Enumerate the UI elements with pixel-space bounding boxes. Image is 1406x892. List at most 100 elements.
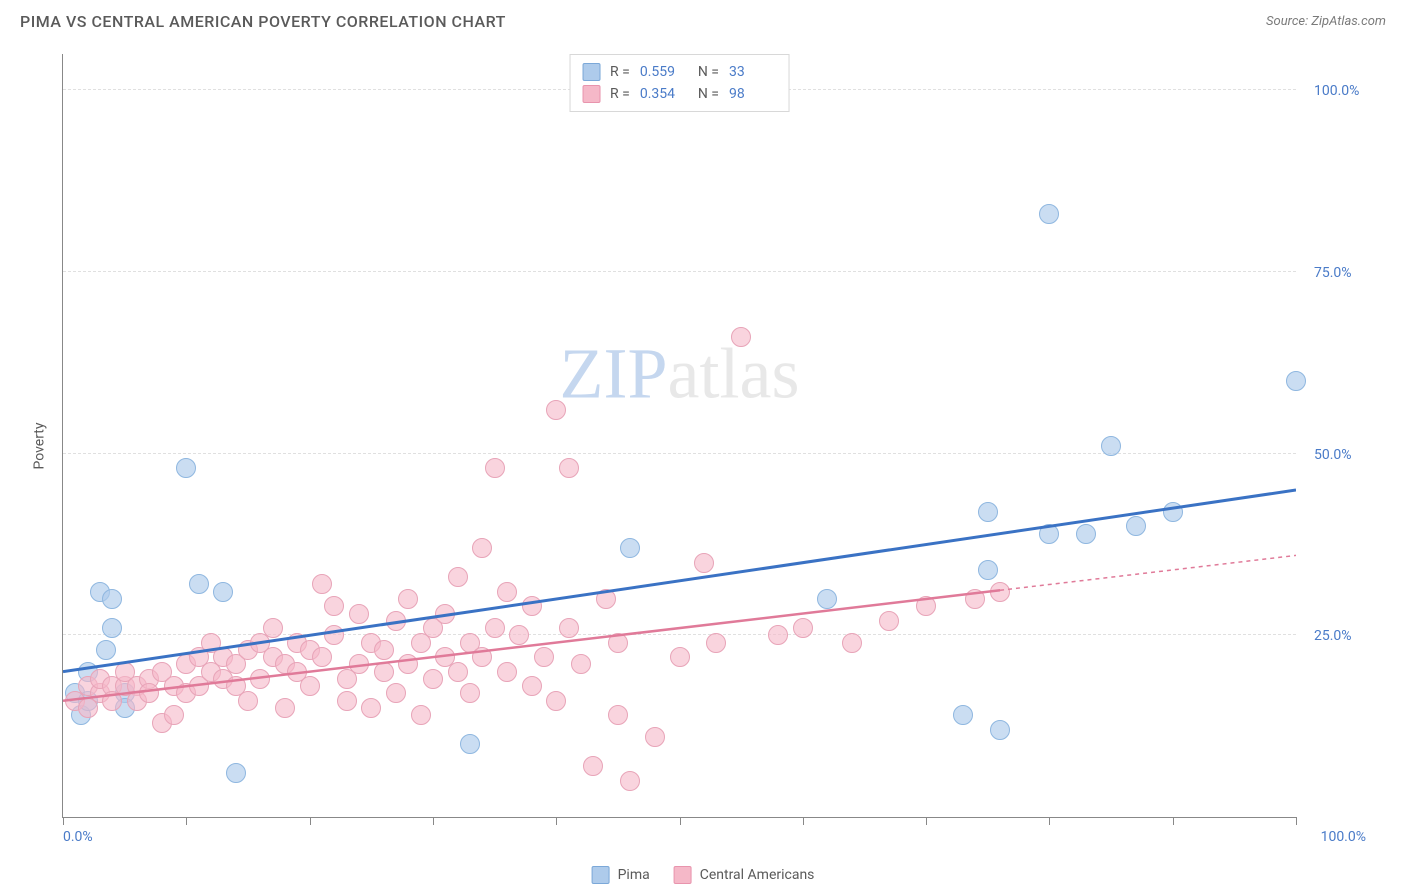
scatter-point bbox=[706, 633, 726, 653]
x-tick-label: 0.0% bbox=[63, 829, 93, 845]
gridline-h bbox=[63, 271, 1296, 272]
scatter-point bbox=[731, 327, 751, 347]
stats-row-central: R = 0.354 N = 98 bbox=[582, 83, 777, 105]
x-tick bbox=[680, 817, 681, 825]
scatter-point bbox=[608, 633, 628, 653]
scatter-point bbox=[448, 567, 468, 587]
scatter-point bbox=[226, 763, 246, 783]
scatter-point bbox=[435, 604, 455, 624]
x-tick bbox=[926, 817, 927, 825]
x-tick bbox=[1173, 817, 1174, 825]
y-axis-label: Poverty bbox=[32, 422, 48, 469]
legend-label-pima: Pima bbox=[618, 867, 650, 883]
gridline-h bbox=[63, 634, 1296, 635]
scatter-point bbox=[349, 604, 369, 624]
scatter-point bbox=[817, 589, 837, 609]
scatter-point bbox=[1163, 502, 1183, 522]
scatter-point bbox=[349, 654, 369, 674]
scatter-point bbox=[361, 698, 381, 718]
scatter-point bbox=[1126, 516, 1146, 536]
scatter-point bbox=[546, 400, 566, 420]
scatter-point bbox=[374, 640, 394, 660]
scatter-point bbox=[485, 458, 505, 478]
scatter-point bbox=[608, 705, 628, 725]
scatter-point bbox=[312, 574, 332, 594]
scatter-point bbox=[953, 705, 973, 725]
legend-item-central: Central Americans bbox=[674, 866, 815, 884]
x-tick bbox=[1049, 817, 1050, 825]
scatter-point bbox=[620, 771, 640, 791]
scatter-point bbox=[1039, 204, 1059, 224]
chart-header: PIMA VS CENTRAL AMERICAN POVERTY CORRELA… bbox=[0, 0, 1406, 39]
scatter-point bbox=[965, 589, 985, 609]
x-tick bbox=[186, 817, 187, 825]
scatter-point bbox=[645, 727, 665, 747]
y-tick-label: 100.0% bbox=[1314, 83, 1359, 99]
scatter-point bbox=[1076, 524, 1096, 544]
scatter-point bbox=[990, 720, 1010, 740]
r-value-central: 0.354 bbox=[640, 86, 688, 102]
r-label-2: R = bbox=[610, 86, 630, 102]
swatch-central-icon bbox=[582, 85, 600, 103]
scatter-point bbox=[546, 691, 566, 711]
scatter-point bbox=[990, 582, 1010, 602]
scatter-point bbox=[472, 647, 492, 667]
scatter-point bbox=[189, 574, 209, 594]
scatter-point bbox=[978, 560, 998, 580]
scatter-point bbox=[102, 618, 122, 638]
scatter-point bbox=[213, 582, 233, 602]
scatter-point bbox=[978, 502, 998, 522]
scatter-point bbox=[509, 625, 529, 645]
scatter-point bbox=[398, 589, 418, 609]
x-tick bbox=[310, 817, 311, 825]
r-label: R = bbox=[610, 64, 630, 80]
scatter-point bbox=[386, 683, 406, 703]
scatter-point bbox=[559, 458, 579, 478]
scatter-point bbox=[559, 618, 579, 638]
watermark: ZIPatlas bbox=[560, 333, 800, 416]
y-tick-label: 25.0% bbox=[1314, 628, 1352, 644]
x-tick bbox=[433, 817, 434, 825]
scatter-point bbox=[497, 662, 517, 682]
scatter-point bbox=[522, 596, 542, 616]
scatter-point bbox=[879, 611, 899, 631]
r-value-pima: 0.559 bbox=[640, 64, 688, 80]
n-value-central: 98 bbox=[729, 86, 777, 102]
x-tick bbox=[63, 817, 64, 825]
scatter-point bbox=[793, 618, 813, 638]
scatter-point bbox=[1286, 371, 1306, 391]
legend-label-central: Central Americans bbox=[700, 867, 815, 883]
x-tick bbox=[803, 817, 804, 825]
scatter-point bbox=[1039, 524, 1059, 544]
watermark-atlas: atlas bbox=[668, 334, 800, 414]
scatter-point bbox=[1101, 436, 1121, 456]
scatter-point bbox=[448, 662, 468, 682]
swatch-pima-icon bbox=[582, 63, 600, 81]
y-tick-label: 75.0% bbox=[1314, 265, 1352, 281]
bottom-legend: Pima Central Americans bbox=[592, 866, 815, 884]
legend-swatch-pima-icon bbox=[592, 866, 610, 884]
scatter-point bbox=[571, 654, 591, 674]
scatter-point bbox=[497, 582, 517, 602]
scatter-point bbox=[472, 538, 492, 558]
x-tick bbox=[556, 817, 557, 825]
scatter-point bbox=[768, 625, 788, 645]
scatter-point bbox=[411, 705, 431, 725]
y-tick-label: 50.0% bbox=[1314, 447, 1352, 463]
scatter-point bbox=[620, 538, 640, 558]
scatter-point bbox=[534, 647, 554, 667]
scatter-point bbox=[694, 553, 714, 573]
scatter-point bbox=[275, 698, 295, 718]
scatter-point bbox=[250, 669, 270, 689]
x-tick bbox=[1296, 817, 1297, 825]
x-tick-label: 100.0% bbox=[1321, 829, 1366, 845]
scatter-point bbox=[102, 589, 122, 609]
n-value-pima: 33 bbox=[729, 64, 777, 80]
stats-row-pima: R = 0.559 N = 33 bbox=[582, 61, 777, 83]
stats-legend-box: R = 0.559 N = 33 R = 0.354 N = 98 bbox=[569, 54, 790, 112]
scatter-point bbox=[460, 683, 480, 703]
scatter-point bbox=[374, 662, 394, 682]
scatter-point bbox=[164, 705, 184, 725]
chart-area: Poverty ZIPatlas R = 0.559 N = 33 R = 0.… bbox=[20, 44, 1386, 848]
scatter-point bbox=[398, 654, 418, 674]
